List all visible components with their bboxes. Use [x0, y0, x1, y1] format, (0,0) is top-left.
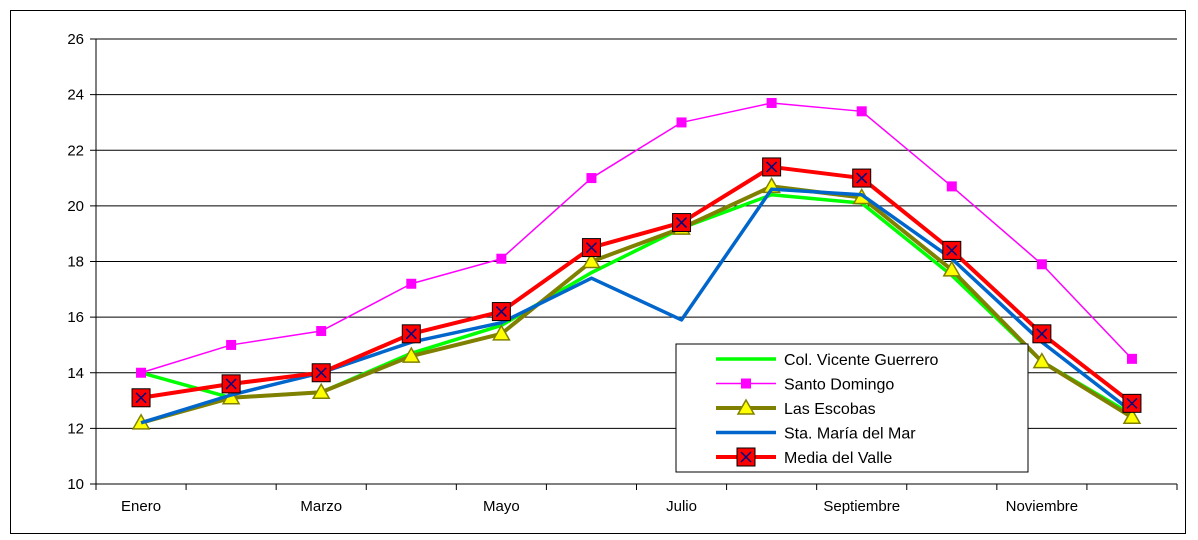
series-line	[140, 184, 1134, 425]
axes	[90, 38, 1178, 490]
data-point	[311, 382, 331, 399]
data-point	[856, 106, 867, 117]
data-point	[581, 238, 601, 258]
legend-entry: Las Escobas	[716, 398, 876, 418]
data-point	[491, 302, 511, 322]
series-lines	[131, 97, 1142, 430]
legend-label: Las Escobas	[784, 401, 876, 418]
data-point	[496, 253, 507, 264]
y-tick-label: 18	[67, 254, 84, 271]
y-tick-label: 14	[67, 365, 84, 382]
data-point	[582, 251, 601, 269]
data-point	[311, 363, 331, 383]
x-tick-label: Julio	[666, 498, 697, 515]
series-line	[140, 102, 1133, 374]
data-point	[1032, 352, 1052, 369]
data-point	[1126, 353, 1137, 364]
line-chart: 10 12 14 16 18 20 22 24 26 Enero Marzo Mayo Julio Se…	[67, 31, 1178, 515]
series-line	[140, 164, 1134, 405]
y-tick-label: 20	[67, 198, 84, 215]
data-point	[852, 168, 872, 188]
data-point	[316, 326, 327, 337]
y-tick-label: 16	[67, 309, 84, 326]
data-point	[1032, 324, 1052, 344]
legend-label: Media del Valle	[784, 450, 892, 467]
x-tick-label: Septiembre	[823, 498, 900, 515]
data-point	[1122, 393, 1142, 413]
legend-entry: Santo Domingo	[716, 377, 894, 394]
y-tick-label: 24	[67, 87, 84, 104]
data-point	[221, 374, 241, 394]
data-point	[492, 324, 511, 341]
x-tick-label: Enero	[121, 498, 161, 515]
legend-label: Sta. María del Mar	[784, 426, 916, 443]
y-tick-label: 26	[67, 31, 84, 48]
legend: Col. Vicente Guerrero Santo Domingo Las Es…	[675, 343, 1029, 473]
x-tick-label: Mayo	[483, 498, 520, 515]
data-point	[406, 278, 417, 289]
data-point	[762, 157, 782, 177]
data-point	[946, 181, 957, 192]
series-4	[131, 157, 1142, 413]
legend-entry: Media del Valle	[716, 447, 892, 467]
legend-label: Santo Domingo	[784, 377, 894, 394]
data-point	[1036, 259, 1047, 270]
chart-frame: 10 12 14 16 18 20 22 24 26 Enero Marzo Mayo Julio Se…	[10, 10, 1186, 534]
legend-label: Col. Vicente Guerrero	[784, 352, 939, 369]
data-point	[136, 367, 147, 378]
data-point	[942, 240, 962, 260]
data-point	[131, 388, 151, 408]
legend-entry: Sta. María del Mar	[716, 426, 916, 443]
data-point	[676, 117, 687, 128]
x-tick-label: Marzo	[300, 498, 342, 515]
data-point	[741, 378, 751, 389]
data-point	[226, 339, 237, 350]
data-point	[672, 213, 692, 233]
data-point	[942, 260, 962, 277]
series-1	[136, 97, 1137, 378]
x-axis-ticks: Enero Marzo Mayo Julio Septiembre Noviembre	[121, 498, 1078, 515]
data-point	[401, 324, 421, 344]
y-axis-ticks: 10 12 14 16 18 20 22 24 26	[67, 31, 84, 493]
data-point	[586, 173, 597, 184]
data-point	[766, 97, 777, 108]
y-tick-label: 12	[67, 420, 84, 437]
y-tick-label: 10	[67, 476, 84, 493]
data-point	[736, 447, 756, 467]
data-point	[1122, 407, 1142, 424]
data-point	[736, 398, 756, 415]
x-tick-label: Noviembre	[1006, 498, 1079, 515]
legend-entry: Col. Vicente Guerrero	[716, 352, 939, 369]
data-point	[401, 346, 421, 363]
y-tick-label: 22	[67, 142, 84, 159]
